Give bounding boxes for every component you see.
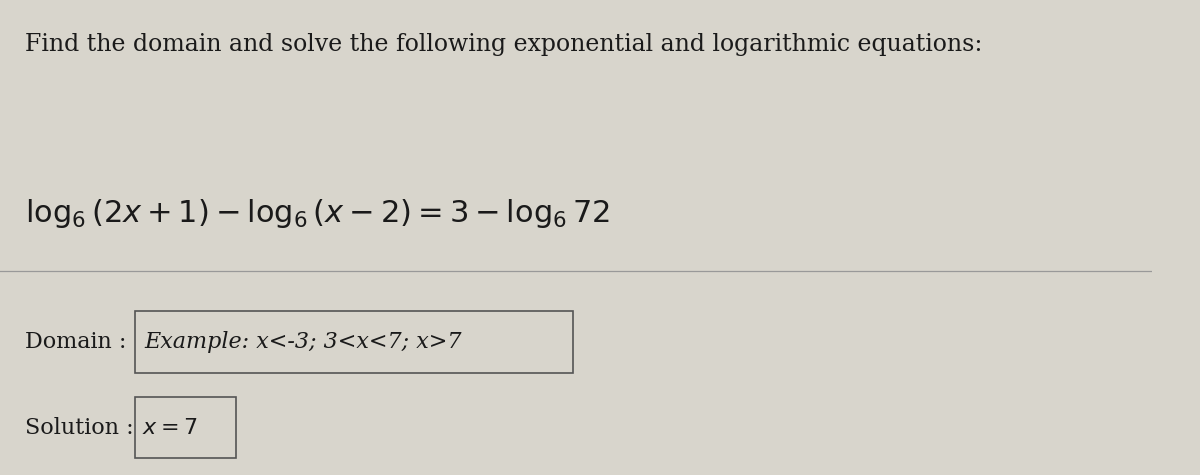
FancyBboxPatch shape <box>134 397 236 458</box>
Text: Find the domain and solve the following exponential and logarithmic equations:: Find the domain and solve the following … <box>25 33 983 56</box>
Text: Example: x<-3; 3<x<7; x>7: Example: x<-3; 3<x<7; x>7 <box>144 331 462 353</box>
Text: $\log_{6}(2x+1) - \log_{6}(x-2) =3- \log_{6}72$: $\log_{6}(2x+1) - \log_{6}(x-2) =3- \log… <box>25 197 610 230</box>
FancyBboxPatch shape <box>134 311 572 373</box>
Text: Domain :: Domain : <box>25 331 134 353</box>
Text: $x = 7$: $x = 7$ <box>142 417 197 438</box>
Text: Solution :: Solution : <box>25 417 142 438</box>
